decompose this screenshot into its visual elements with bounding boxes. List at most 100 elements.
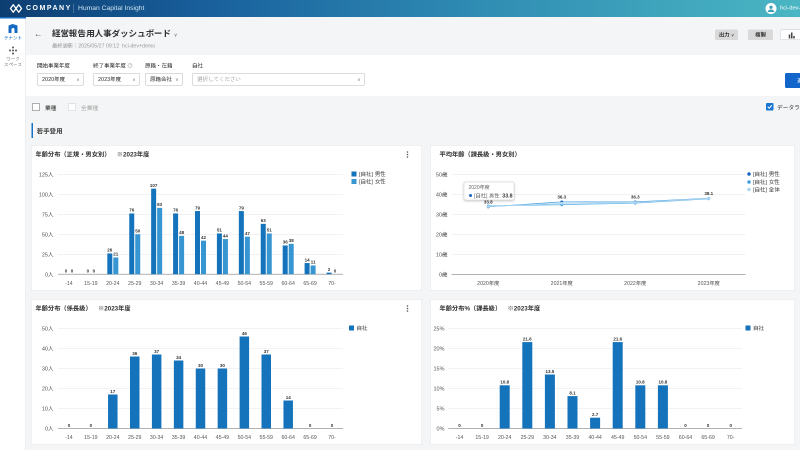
svg-text:2.7: 2.7	[592, 412, 599, 417]
svg-text:79: 79	[195, 205, 201, 210]
svg-text:63: 63	[261, 218, 267, 223]
svg-text:44: 44	[223, 233, 229, 238]
svg-text:36: 36	[132, 351, 138, 356]
svg-text:47: 47	[245, 231, 251, 236]
svg-text:35-39: 35-39	[566, 435, 580, 441]
svg-text:0: 0	[331, 423, 334, 428]
svg-text:65-69: 65-69	[701, 435, 715, 441]
svg-text:65-69: 65-69	[303, 435, 317, 441]
svg-text:15%: 15%	[433, 367, 444, 373]
svg-text:自社: 自社	[357, 325, 369, 332]
svg-text:10歳: 10歳	[436, 252, 448, 259]
svg-text:10.8: 10.8	[659, 380, 668, 385]
svg-text:0%: 0%	[437, 427, 445, 433]
svg-text:20-24: 20-24	[106, 281, 120, 287]
svg-text:36: 36	[283, 240, 289, 245]
svg-text:48: 48	[179, 230, 185, 235]
svg-text:51: 51	[267, 228, 273, 233]
svg-text:10%: 10%	[433, 387, 444, 393]
svg-text:79: 79	[239, 205, 245, 210]
svg-text:30-34: 30-34	[543, 435, 557, 441]
svg-text:[自社] 女性: [自社] 女性	[753, 178, 780, 186]
svg-text:40-44: 40-44	[588, 435, 602, 441]
svg-text:0: 0	[93, 269, 96, 274]
svg-text:34: 34	[176, 355, 182, 360]
svg-text:37: 37	[264, 349, 270, 354]
svg-text:[自社] 全体: [自社] 全体	[753, 187, 780, 194]
svg-text:76: 76	[173, 208, 179, 213]
svg-text:35-39: 35-39	[172, 435, 186, 441]
svg-text:2: 2	[328, 267, 331, 272]
svg-text:-14: -14	[65, 435, 73, 441]
svg-text:年齢分布（係長級） ※2023年度: 年齢分布（係長級） ※2023年度	[36, 305, 132, 313]
svg-text:自社: 自社	[753, 325, 765, 332]
svg-text:0: 0	[729, 423, 732, 428]
svg-text:30-34: 30-34	[150, 435, 164, 441]
svg-text:70-: 70-	[328, 435, 336, 441]
svg-text:0人: 0人	[45, 272, 54, 278]
svg-text:36.3: 36.3	[631, 194, 640, 199]
svg-text:55-59: 55-59	[260, 281, 274, 287]
svg-text:30: 30	[198, 363, 204, 368]
svg-text:15-19: 15-19	[475, 435, 489, 441]
svg-text:51: 51	[217, 228, 223, 233]
svg-text:0: 0	[65, 269, 68, 274]
svg-text:25-29: 25-29	[128, 281, 142, 287]
svg-text:[自社] 男性: [自社] 男性	[753, 170, 780, 178]
svg-text:42: 42	[201, 235, 207, 240]
svg-text:年齢分布%（課長級） ※2023年度: 年齢分布%（課長級） ※2023年度	[440, 305, 541, 313]
svg-text:15-19: 15-19	[84, 435, 98, 441]
svg-text:125人: 125人	[39, 172, 54, 178]
svg-text:30: 30	[220, 363, 226, 368]
svg-text:45-49: 45-49	[216, 281, 230, 287]
svg-text:40歳: 40歳	[436, 192, 448, 199]
svg-text:38.1: 38.1	[704, 191, 713, 196]
svg-text:25%: 25%	[433, 327, 444, 333]
svg-text:55-59: 55-59	[656, 435, 670, 441]
svg-text:[自社] 女性: [自社] 女性	[359, 178, 386, 186]
svg-text:50人: 50人	[42, 327, 54, 333]
svg-text:-14: -14	[456, 435, 464, 441]
svg-text:5%: 5%	[437, 407, 445, 413]
svg-text:40人: 40人	[42, 347, 54, 353]
svg-text:10人: 10人	[42, 407, 54, 413]
svg-text:20人: 20人	[42, 387, 54, 393]
svg-text:0: 0	[684, 423, 687, 428]
svg-text:10.8: 10.8	[636, 380, 645, 385]
svg-text:10.8: 10.8	[500, 380, 509, 385]
svg-text:50-54: 50-54	[238, 435, 252, 441]
svg-text:36.3: 36.3	[557, 194, 566, 199]
svg-text:25-29: 25-29	[128, 435, 142, 441]
svg-text:0: 0	[90, 423, 93, 428]
svg-text:-14: -14	[65, 281, 73, 287]
svg-text:21.6: 21.6	[613, 336, 622, 341]
svg-text:2020年度: 2020年度	[477, 280, 500, 287]
svg-text:30人: 30人	[42, 367, 54, 373]
svg-text:75人: 75人	[42, 212, 54, 218]
svg-text:0歳: 0歳	[439, 272, 448, 279]
svg-text:25人: 25人	[42, 252, 54, 258]
svg-text:15-19: 15-19	[84, 281, 98, 287]
svg-text:20-24: 20-24	[498, 435, 512, 441]
svg-text:33.8: 33.8	[484, 199, 493, 204]
svg-text:2022年度: 2022年度	[624, 280, 647, 287]
svg-text:50: 50	[135, 229, 141, 234]
svg-text:30歳: 30歳	[436, 212, 448, 219]
svg-text:2021年度: 2021年度	[551, 280, 574, 287]
svg-text:50-54: 50-54	[634, 435, 648, 441]
svg-text:35-39: 35-39	[172, 281, 186, 287]
svg-text:2020年度: 2020年度	[469, 184, 490, 191]
svg-text:0: 0	[309, 423, 312, 428]
svg-text:45-49: 45-49	[611, 435, 625, 441]
svg-text:60-64: 60-64	[281, 281, 295, 287]
svg-text:20%: 20%	[433, 347, 444, 353]
svg-text:0: 0	[68, 423, 71, 428]
svg-text:50-54: 50-54	[238, 281, 252, 287]
svg-text:20-24: 20-24	[106, 435, 120, 441]
svg-text:8.1: 8.1	[569, 390, 576, 395]
svg-text:0: 0	[71, 269, 74, 274]
svg-text:2023年度: 2023年度	[698, 280, 721, 287]
svg-text:0: 0	[87, 269, 90, 274]
svg-text:13.5: 13.5	[546, 369, 555, 374]
svg-text:60-64: 60-64	[281, 435, 295, 441]
